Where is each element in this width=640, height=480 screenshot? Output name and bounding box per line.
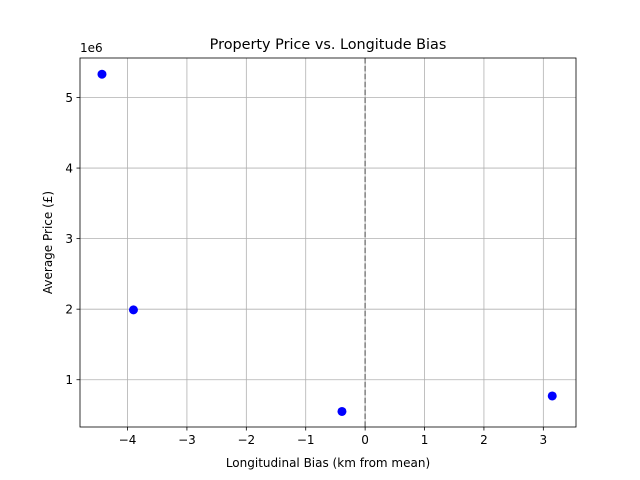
x-tick-label: −3 [178,433,196,447]
plot-area-frame [79,57,577,428]
y-tick-label: 2 [65,302,73,316]
x-tick-label: 0 [361,433,369,447]
x-tick-label: −1 [297,433,315,447]
y-axis-offset-label: 1e6 [80,41,103,55]
y-tick-label: 5 [65,91,73,105]
x-tick-label: −2 [237,433,255,447]
chart-title: Property Price vs. Longitude Bias [210,37,447,53]
x-tick-label: −4 [119,433,137,447]
data-point [547,391,557,401]
data-points [97,69,557,416]
x-tick-label: 1 [421,433,429,447]
axis-ticks: −4 −3 −2 −1 0 1 2 3 1 2 3 4 5 [65,91,547,447]
data-point [128,305,138,315]
x-tick-label: 2 [480,433,488,447]
y-tick-label: 1 [65,373,73,387]
data-point [97,69,107,79]
x-tick-label: 3 [540,433,548,447]
y-tick-label: 3 [65,232,73,246]
x-axis-label: Longitudinal Bias (km from mean) [226,456,430,470]
y-axis-label: Average Price (£) [41,191,55,294]
data-point [337,406,347,416]
y-tick-label: 4 [65,161,73,175]
